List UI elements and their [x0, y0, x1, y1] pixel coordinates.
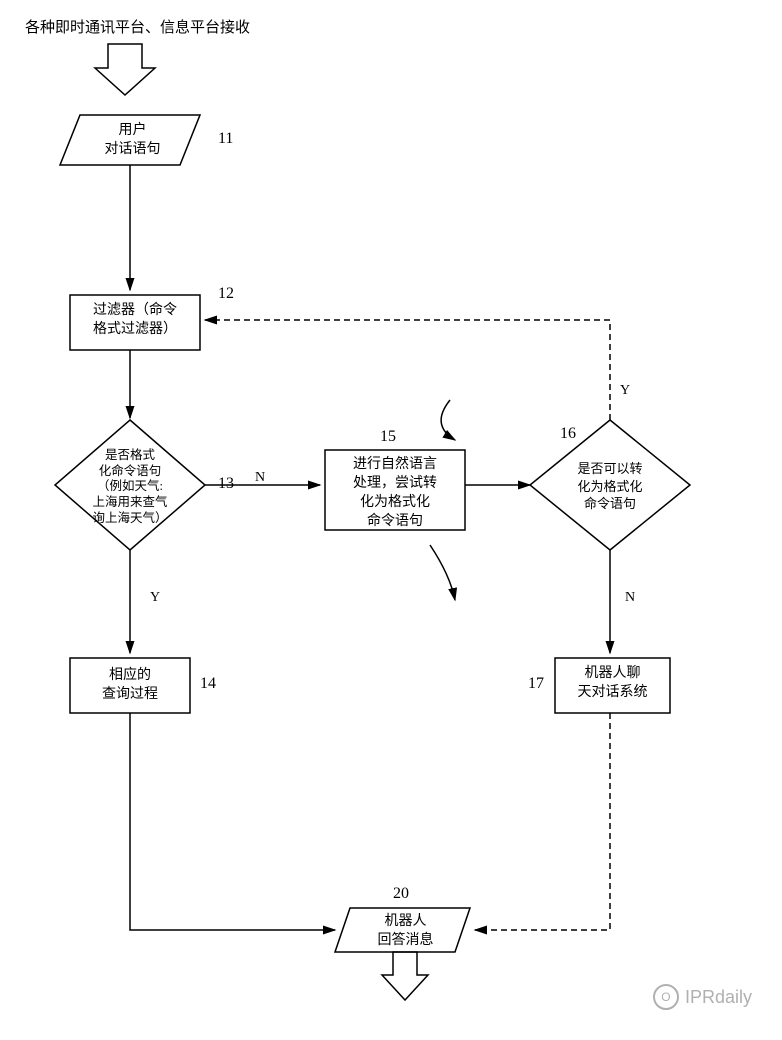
edge-14-20 [130, 713, 335, 930]
node-14-text: 相应的查询过程 [80, 667, 180, 705]
edge-16-12 [205, 320, 610, 420]
node-12-label: 12 [218, 285, 234, 303]
node-20-label: 20 [393, 885, 409, 903]
edge-16-y-label: Y [620, 383, 630, 399]
curve-arrow-top-icon [441, 400, 455, 440]
curve-arrow-bottom-icon [430, 545, 455, 600]
node-11-text: 用户对话语句 [85, 122, 180, 160]
edge-16-n-label: N [625, 590, 635, 606]
node-15-text: 进行自然语言处理，尝试转化为格式化命令语句 [330, 456, 460, 532]
watermark: O IPRdaily [653, 984, 752, 1010]
node-11-label: 11 [218, 130, 233, 148]
page-title: 各种即时通讯平台、信息平台接收 [25, 18, 250, 38]
node-15-label: 15 [380, 428, 396, 446]
node-13-text: 是否格式化命令语句（例如天气:上海用来查气询上海天气） [75, 448, 185, 526]
node-16-text: 是否可以转化为格式化命令语句 [555, 460, 665, 513]
watermark-icon: O [653, 984, 679, 1010]
exit-arrow-icon [382, 952, 428, 1000]
node-13-label: 13 [218, 475, 234, 493]
edge-13-y-label: Y [150, 590, 160, 606]
node-20-text: 机器人回答消息 [358, 913, 453, 951]
node-17-text: 机器人聊天对话系统 [560, 665, 665, 703]
node-17-label: 17 [528, 675, 544, 693]
node-16-label: 16 [560, 425, 576, 443]
node-14-label: 14 [200, 675, 216, 693]
watermark-text: IPRdaily [685, 987, 752, 1008]
edge-13-n-label: N [255, 470, 265, 486]
entry-arrow-icon [95, 44, 155, 95]
edge-17-20 [475, 713, 610, 930]
node-12-text: 过滤器（命令格式过滤器） [75, 302, 195, 340]
